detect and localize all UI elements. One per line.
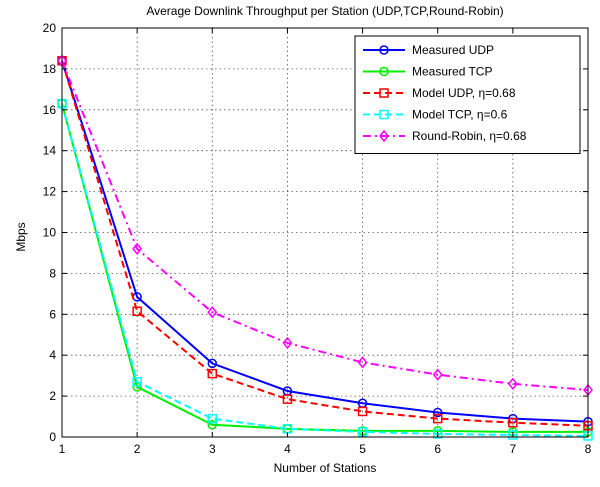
- data-point-marker: [207, 358, 218, 369]
- legend: Measured UDP Measured TCP Model UDP, η=0.6…: [354, 35, 581, 154]
- y-tick-label: 2: [49, 389, 56, 403]
- series-line: [61, 60, 589, 423]
- x-tick-label: 4: [284, 442, 291, 456]
- legend-label: Model TCP, η=0.6: [412, 108, 508, 122]
- x-tick-label: 6: [434, 442, 441, 456]
- data-point-marker: [507, 377, 518, 391]
- chart-title: Average Downlink Throughput per Station …: [146, 4, 503, 18]
- y-tick-label: 6: [49, 307, 56, 321]
- data-point-marker: [282, 394, 293, 404]
- data-point-marker: [379, 66, 389, 77]
- legend-item: Measured TCP: [363, 65, 492, 79]
- legend-label: Measured TCP: [412, 65, 492, 79]
- series-line: [61, 60, 589, 391]
- y-tick-label: 18: [43, 62, 57, 76]
- y-tick-label: 20: [43, 21, 57, 35]
- data-point-marker: [432, 368, 443, 381]
- data-point-marker: [379, 109, 389, 120]
- data-point-marker: [282, 336, 293, 350]
- data-point-marker: [508, 430, 518, 440]
- legend-label: Measured UDP: [412, 43, 494, 57]
- x-axis-label: Number of Stations: [274, 461, 377, 475]
- y-tick-label: 16: [43, 103, 57, 117]
- x-tick-label: 3: [209, 442, 216, 456]
- x-tick-label: 2: [134, 442, 141, 456]
- y-tick-label: 14: [43, 144, 57, 158]
- legend-label: Round-Robin, η=0.68: [412, 129, 527, 143]
- legend-item: Measured UDP: [363, 43, 494, 57]
- data-point-marker: [207, 306, 218, 319]
- legend-item: Round-Robin, η=0.68: [363, 129, 527, 143]
- series-line: [61, 60, 589, 427]
- series-line: [61, 103, 589, 437]
- data-point-marker: [207, 368, 218, 379]
- y-tick-label: 0: [49, 430, 56, 444]
- data-point-marker: [357, 406, 368, 417]
- series-group: [57, 98, 593, 441]
- data-point-marker: [379, 88, 389, 98]
- x-tick-label: 5: [359, 442, 366, 456]
- data-point-marker: [432, 429, 443, 439]
- x-tick-label: 8: [585, 442, 592, 456]
- data-point-marker: [132, 377, 142, 387]
- y-tick-label: 10: [43, 226, 57, 240]
- data-point-marker: [132, 242, 143, 256]
- data-point-marker: [508, 417, 518, 428]
- data-point-marker: [132, 306, 142, 316]
- data-point-marker: [432, 407, 443, 418]
- y-tick-label: 12: [43, 185, 57, 199]
- data-point-marker: [357, 356, 368, 369]
- data-point-marker: [432, 413, 443, 424]
- y-axis-label: Mbps: [14, 222, 28, 251]
- y-tick-label: 8: [49, 266, 56, 280]
- x-tick-label: 1: [59, 442, 66, 456]
- y-tick-label: 4: [49, 348, 56, 362]
- data-point-marker: [379, 129, 389, 143]
- legend-item: Model UDP, η=0.68: [363, 86, 516, 100]
- legend-item: Model TCP, η=0.6: [363, 108, 508, 122]
- legend-box: [354, 35, 581, 154]
- x-tick-label: 7: [510, 442, 517, 456]
- data-point-marker: [207, 413, 218, 424]
- data-point-marker: [379, 45, 389, 55]
- data-point-marker: [207, 419, 218, 430]
- legend-label: Model UDP, η=0.68: [412, 86, 516, 100]
